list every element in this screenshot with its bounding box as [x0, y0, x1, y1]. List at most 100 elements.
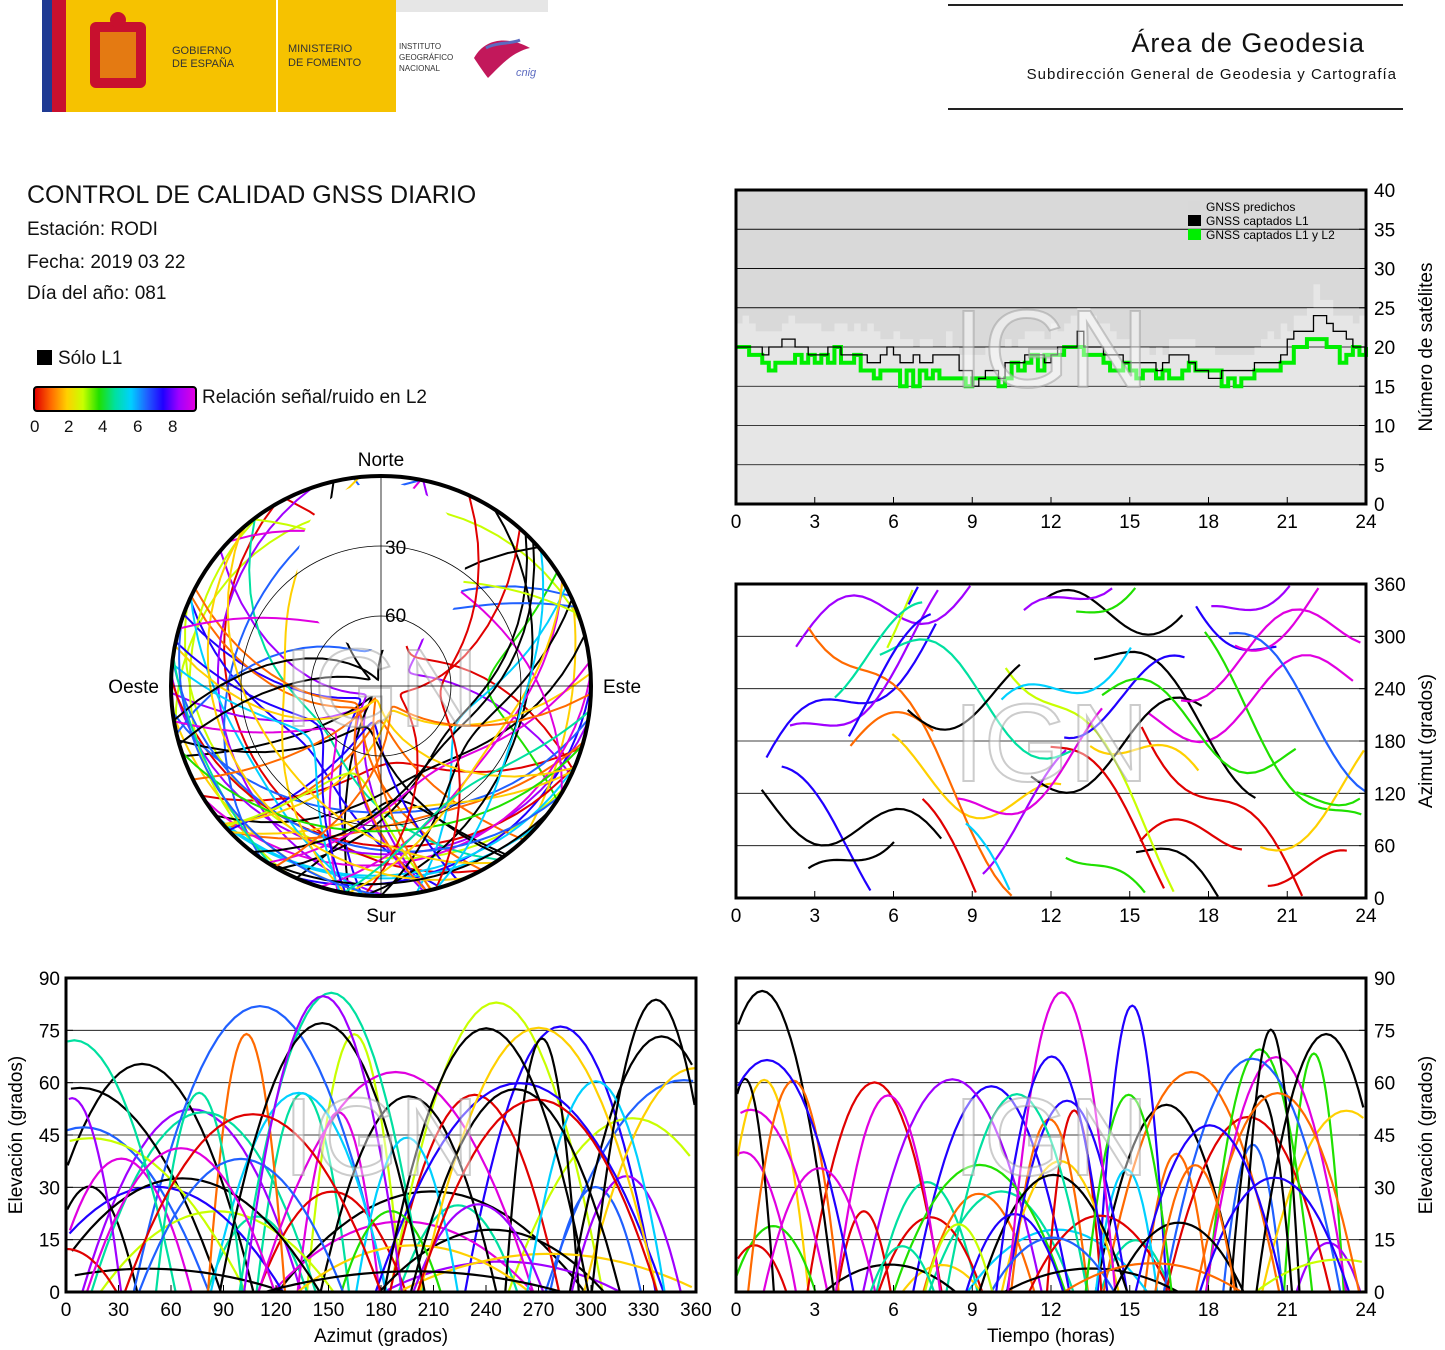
elevation-track	[995, 1055, 1109, 1293]
x-tick-label: 0	[731, 906, 742, 927]
elevation-track	[464, 1025, 657, 1293]
elevation-track	[71, 1177, 321, 1293]
x-tick-label: 24	[1355, 512, 1377, 533]
skyplot-east-label: Este	[603, 677, 641, 698]
x-tick-label: 24	[1355, 1300, 1377, 1321]
azimuth-track	[1180, 608, 1361, 703]
y-tick-label: 90	[1374, 969, 1395, 990]
elevation-track	[1255, 1258, 1362, 1293]
x-tick-label: 12	[1040, 1300, 1061, 1321]
y-tick-label: 30	[1374, 260, 1395, 281]
elevation-track	[507, 1117, 691, 1293]
y-tick-label: 20	[1374, 338, 1395, 359]
skyplot-track	[226, 528, 495, 865]
skyplot-track	[182, 695, 373, 894]
elevation-track	[389, 1001, 604, 1293]
elevation-track	[206, 1032, 287, 1293]
skyplot-track	[170, 678, 577, 848]
y-tick-label: 0	[1374, 1283, 1385, 1304]
elevation-track	[416, 1098, 659, 1293]
x-tick-label: 3	[809, 512, 820, 533]
elevation-azimuth-chart: IGN 0 30 60 90 120 150 180 210 240 270 300 330 360 0 15…	[6, 969, 712, 1347]
elevation-track	[945, 1092, 1089, 1293]
y-tick-label: 35	[1374, 220, 1395, 241]
skyplot-track	[194, 587, 428, 892]
x-tick-label: 9	[967, 512, 978, 533]
azimuth-track	[1139, 818, 1243, 851]
elevation-track	[737, 989, 835, 1293]
elevation-track	[736, 1244, 788, 1293]
azimuth-track	[834, 601, 923, 699]
y-tick-label: 300	[1374, 627, 1406, 648]
y-axis-label: Número de satélites	[1416, 263, 1437, 432]
elevation-track	[132, 1004, 388, 1293]
elevation-track	[1154, 1164, 1237, 1293]
elevation-track	[1084, 1093, 1173, 1293]
instituto-line-2: GEOGRÁFICO	[399, 53, 453, 62]
azimuth-track	[807, 841, 895, 870]
snr-tick: 0	[30, 417, 40, 436]
elevation-track	[388, 1093, 561, 1293]
azimuth-track	[907, 586, 919, 605]
elevation-track	[740, 1108, 829, 1293]
instituto-line-1: INSTITUTO	[399, 42, 441, 51]
elevation-track	[1007, 991, 1117, 1293]
skyplot-track	[363, 528, 521, 896]
elevation-track	[834, 1094, 942, 1293]
x-tick-label: 210	[418, 1300, 450, 1321]
azimuth-track	[789, 589, 939, 727]
elevation-track	[66, 1247, 118, 1293]
x-tick-label: 0	[61, 1300, 72, 1321]
x-tick-label: 15	[1119, 906, 1140, 927]
y-tick-label: 240	[1374, 680, 1406, 701]
skyplot-track	[178, 618, 384, 897]
skyplot-track	[171, 663, 341, 893]
elevation-track	[137, 1157, 345, 1293]
elevation-track	[736, 1151, 798, 1293]
azimuth-track	[906, 663, 1021, 731]
elevation-track	[548, 1185, 642, 1293]
x-axis-label: Azimut (grados)	[314, 1326, 448, 1347]
azimuth-track	[1204, 631, 1362, 816]
header-top-rule	[948, 4, 1403, 6]
x-tick-label: 18	[1198, 1300, 1219, 1321]
series-l1	[736, 314, 1366, 387]
skyplot-south-label: Sur	[366, 906, 396, 927]
elevation-track	[1028, 1214, 1172, 1293]
elevation-track	[590, 998, 696, 1293]
elevation-track	[257, 1070, 535, 1293]
azimuth-track	[1267, 849, 1347, 887]
y-tick-label: 180	[1374, 732, 1406, 753]
azimuth-track	[1023, 587, 1113, 611]
azimuth-track	[1044, 588, 1184, 636]
skyplot-track	[252, 541, 536, 853]
snr-tick: 8	[168, 417, 178, 436]
gobierno-line-1: GOBIERNO	[172, 45, 232, 57]
elevation-track	[68, 1096, 123, 1293]
elevation-track	[85, 1147, 276, 1293]
elevation-track	[1063, 1262, 1242, 1293]
elevation-track	[70, 1086, 222, 1293]
elevation-track	[1094, 1103, 1239, 1293]
x-tick-label: 6	[888, 1300, 899, 1321]
elevation-azimuth-tracks	[66, 991, 696, 1294]
y-axis-label: Azimut (grados)	[1416, 674, 1437, 808]
azimuth-track	[1228, 631, 1366, 793]
x-tick-label: 6	[888, 906, 899, 927]
elevation-track	[66, 1185, 139, 1293]
station-label: Estación: RODI	[27, 219, 158, 240]
elevation-track	[1229, 1094, 1294, 1293]
y-tick-label: 15	[39, 1231, 60, 1252]
elevation-track	[74, 1267, 286, 1294]
y-tick-label: 75	[39, 1021, 60, 1042]
elevation-track	[990, 1236, 1116, 1293]
ign-watermark: IGN	[953, 682, 1149, 805]
y-tick-label: 45	[1374, 1126, 1395, 1147]
elevation-track	[736, 1077, 775, 1293]
elevation-track	[504, 1037, 580, 1293]
elevation-track	[806, 1081, 943, 1293]
x-tick-label: 12	[1040, 906, 1061, 927]
elevation-track	[69, 1137, 247, 1293]
y-tick-label: 75	[1374, 1021, 1395, 1042]
x-tick-label: 120	[260, 1300, 292, 1321]
